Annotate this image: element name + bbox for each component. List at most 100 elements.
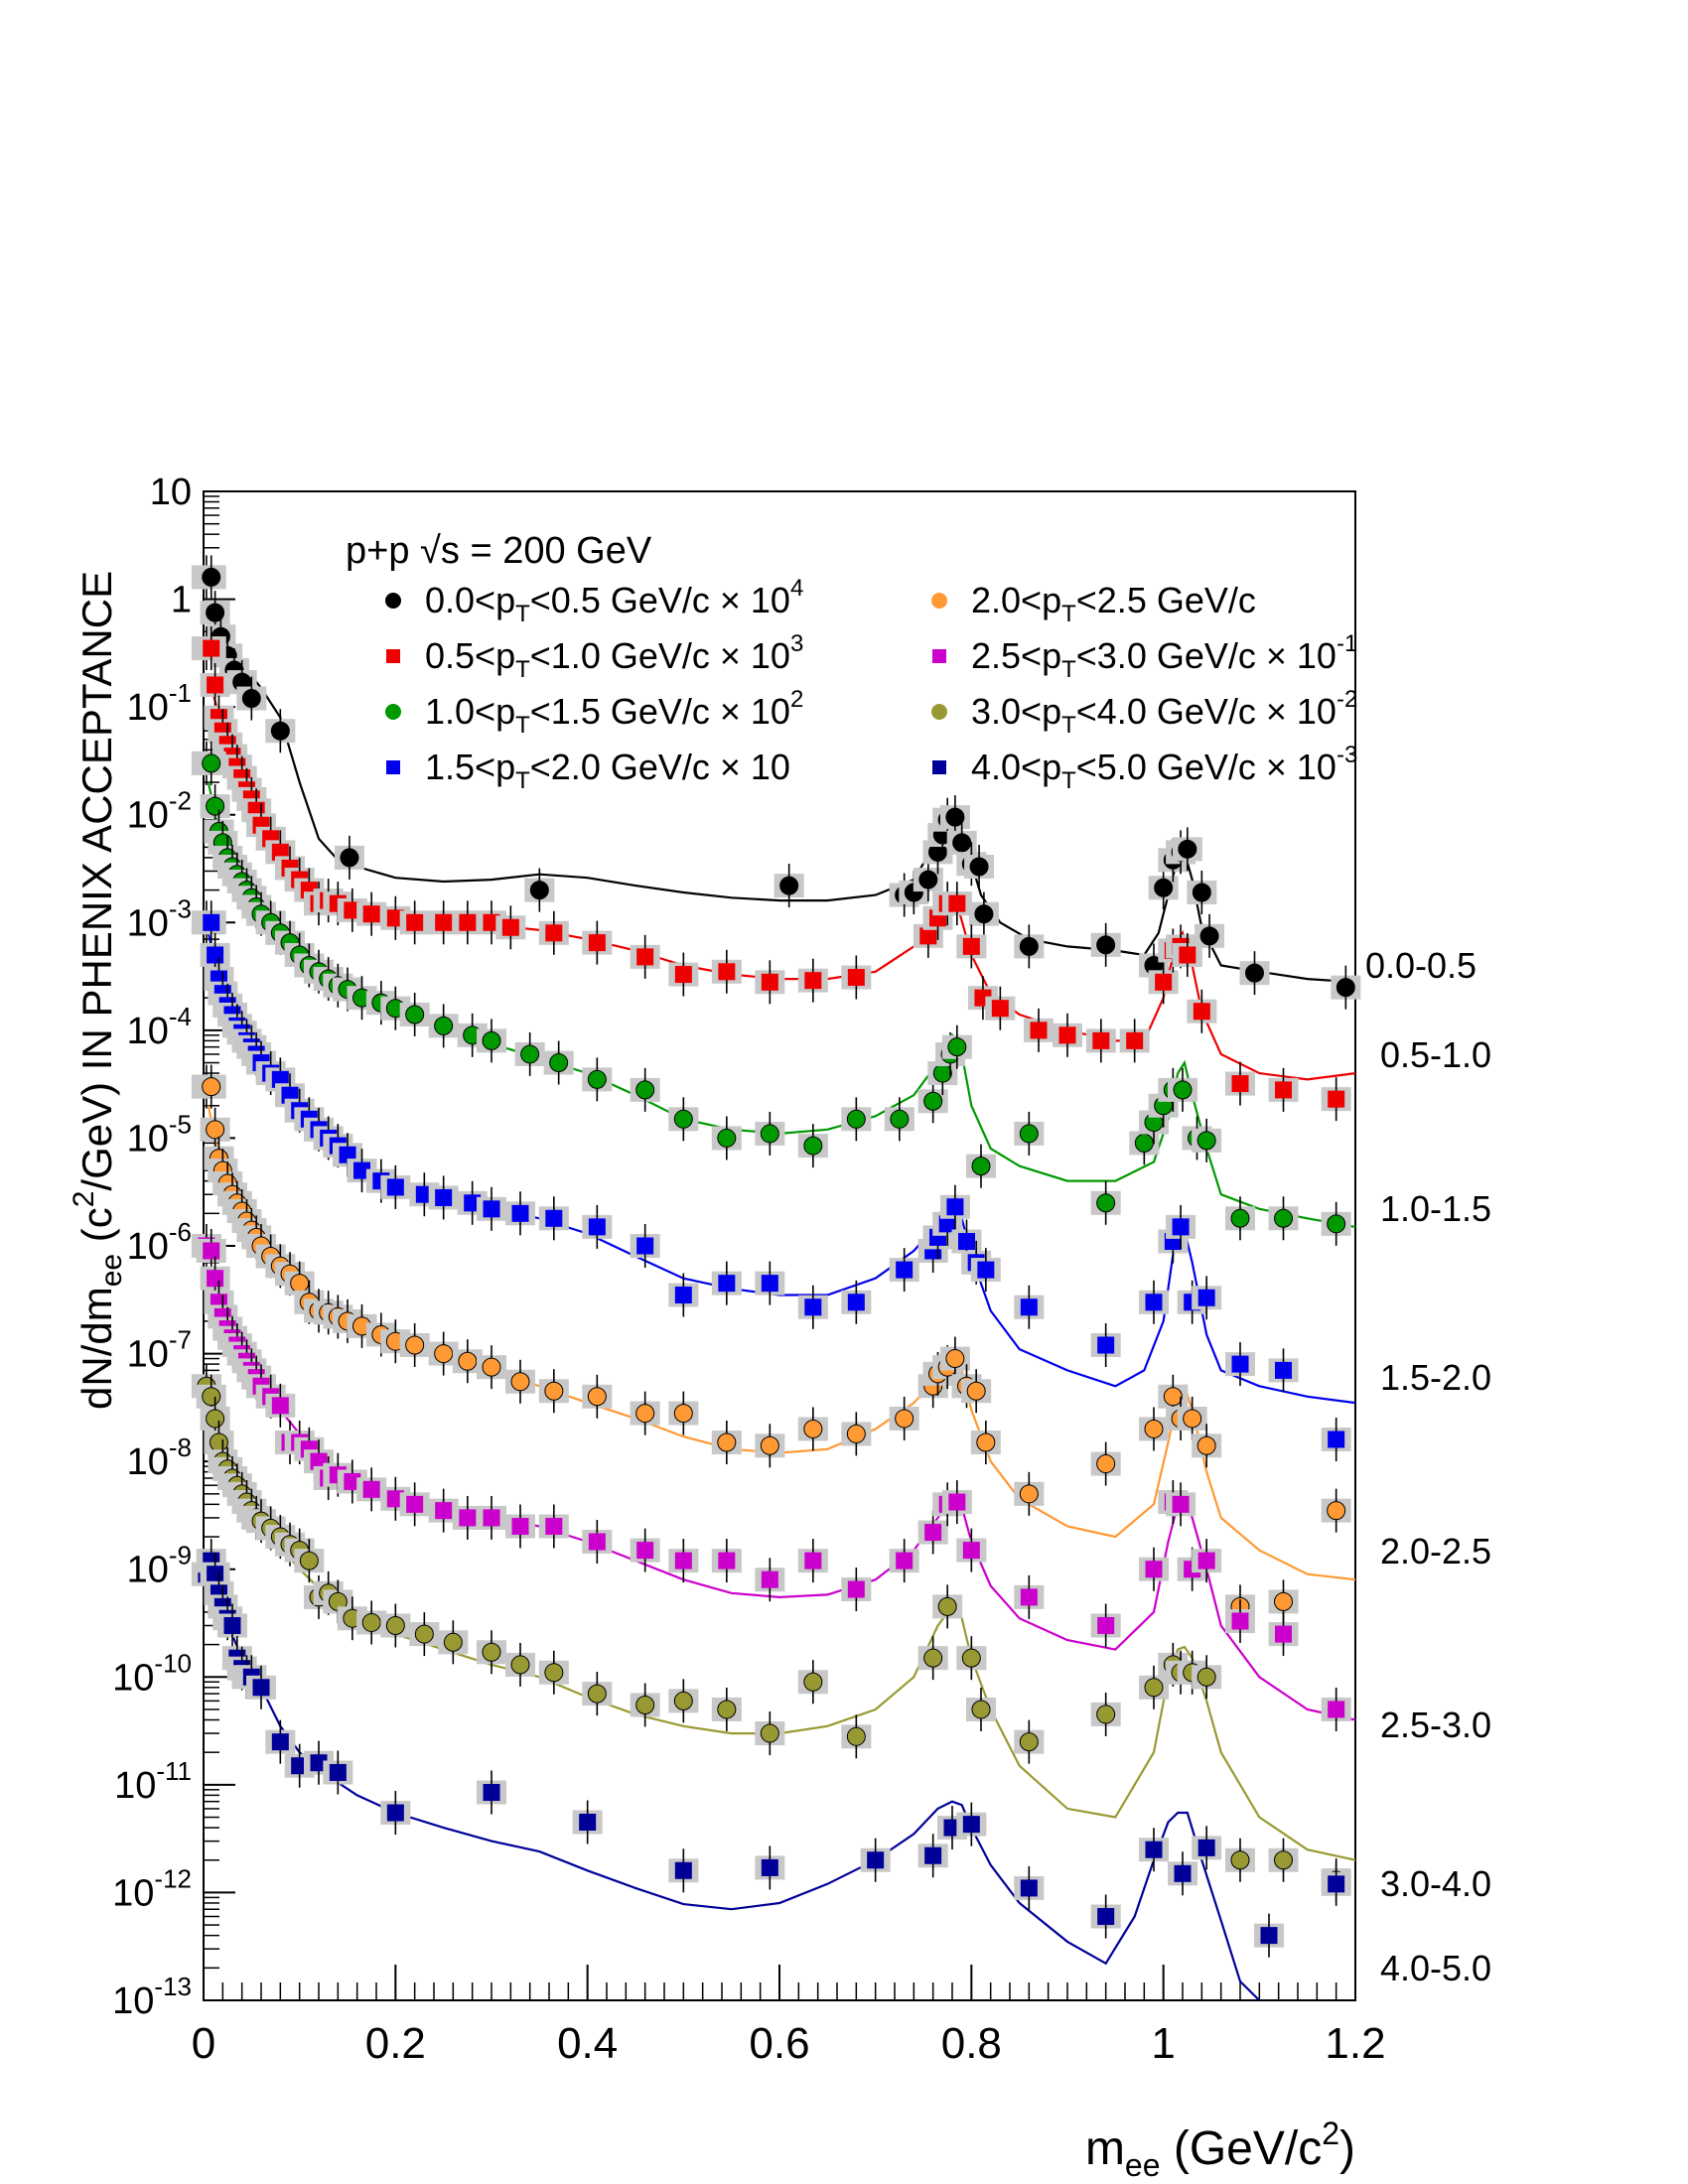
data-point: [1097, 1908, 1115, 1926]
data-point: [1199, 926, 1219, 946]
data-point: [943, 1819, 961, 1837]
data-point: [207, 1270, 224, 1288]
data-point: [203, 913, 220, 931]
data-point: [674, 966, 692, 984]
data-point: [1336, 978, 1355, 998]
data-point: [203, 639, 220, 657]
data-point: [952, 833, 972, 853]
data-point: [1197, 1839, 1215, 1856]
legend-marker: [385, 704, 401, 720]
series-group: [191, 555, 1361, 1010]
data-point: [1230, 1208, 1250, 1228]
data-point: [846, 1424, 866, 1443]
data-point: [919, 927, 937, 945]
data-point: [459, 913, 477, 931]
data-point: [329, 1763, 347, 1781]
data-point: [976, 1433, 996, 1452]
data-point: [202, 753, 221, 773]
data-point: [271, 1733, 289, 1751]
data-point: [918, 870, 938, 889]
data-point: [958, 1233, 975, 1251]
data-point: [501, 918, 519, 936]
data-point: [362, 1480, 380, 1498]
data-point: [344, 1472, 361, 1490]
data-point: [896, 1261, 914, 1279]
data-point: [386, 1804, 404, 1822]
x-axis-title: mee (GeV/c2): [1085, 2116, 1355, 2183]
data-point: [202, 1077, 221, 1097]
data-point: [1134, 1133, 1154, 1153]
x-tick-label: 1.2: [1325, 2019, 1385, 2068]
data-point: [1174, 1864, 1192, 1882]
data-point: [207, 1566, 224, 1583]
data-point: [717, 1433, 737, 1452]
data-point: [761, 1275, 778, 1293]
range-label: 0.5-1.0: [1380, 1034, 1491, 1075]
range-label: 4.0-5.0: [1380, 1948, 1491, 1988]
data-point: [588, 1533, 606, 1551]
data-point: [587, 1069, 607, 1089]
data-point: [482, 1642, 501, 1662]
data-point: [1144, 1678, 1164, 1698]
data-point: [310, 1754, 328, 1772]
data-point: [1020, 1298, 1038, 1316]
data-point: [1327, 1501, 1346, 1521]
data-point: [761, 973, 778, 991]
data-point: [937, 1596, 957, 1616]
data-point: [588, 934, 606, 952]
data-point: [867, 1851, 885, 1869]
data-point: [386, 1178, 404, 1196]
data-point: [890, 1109, 910, 1129]
data-point: [945, 1349, 965, 1369]
data-point: [846, 1109, 866, 1129]
data-point: [1275, 1625, 1292, 1643]
data-point: [923, 1091, 943, 1111]
data-point: [969, 857, 989, 877]
legend-entry: 0.5<pT<1.0 GeV/c × 103: [425, 630, 803, 683]
data-point: [385, 1615, 405, 1635]
data-point: [1173, 1080, 1193, 1100]
data-point: [779, 876, 799, 895]
data-point: [804, 1552, 822, 1570]
data-point: [1260, 1927, 1278, 1945]
data-point: [587, 1387, 607, 1407]
y-tick-label: 10-8: [127, 1433, 192, 1483]
data-point: [1155, 973, 1173, 991]
data-point: [1019, 1732, 1039, 1752]
legend-entry: 2.0<pT<2.5 GeV/c: [971, 580, 1256, 627]
data-point: [718, 1275, 736, 1293]
data-point: [482, 1357, 501, 1377]
legend-entry: 1.5<pT<2.0 GeV/c × 10: [425, 747, 790, 794]
data-point: [458, 1351, 478, 1371]
data-point: [962, 1816, 980, 1834]
data-point: [946, 1198, 964, 1216]
data-point: [203, 1242, 220, 1260]
data-point: [207, 676, 224, 694]
data-point: [1274, 1208, 1293, 1228]
model-curve: [207, 1578, 1261, 2001]
data-point: [1178, 839, 1197, 859]
range-label: 2.5-3.0: [1380, 1705, 1491, 1745]
data-point: [1096, 1705, 1116, 1724]
x-tick-label: 0.4: [557, 2019, 618, 2068]
data-point: [636, 948, 654, 966]
range-label: 3.0-4.0: [1380, 1863, 1491, 1904]
data-point: [464, 1194, 482, 1212]
model-curve: [207, 1410, 1356, 1861]
data-point: [1145, 1294, 1163, 1311]
data-point: [1144, 1419, 1164, 1438]
data-point: [717, 1128, 737, 1148]
data-point: [847, 1580, 865, 1598]
data-point: [962, 937, 980, 955]
x-tick-label: 0: [192, 2019, 215, 2068]
data-point: [1231, 1612, 1249, 1630]
data-point: [1197, 1289, 1215, 1306]
data-point: [1183, 1409, 1202, 1429]
data-point: [1096, 1193, 1116, 1213]
data-point: [804, 972, 822, 990]
data-point: [206, 1409, 225, 1429]
data-point: [406, 1495, 424, 1513]
data-point: [760, 1435, 779, 1455]
